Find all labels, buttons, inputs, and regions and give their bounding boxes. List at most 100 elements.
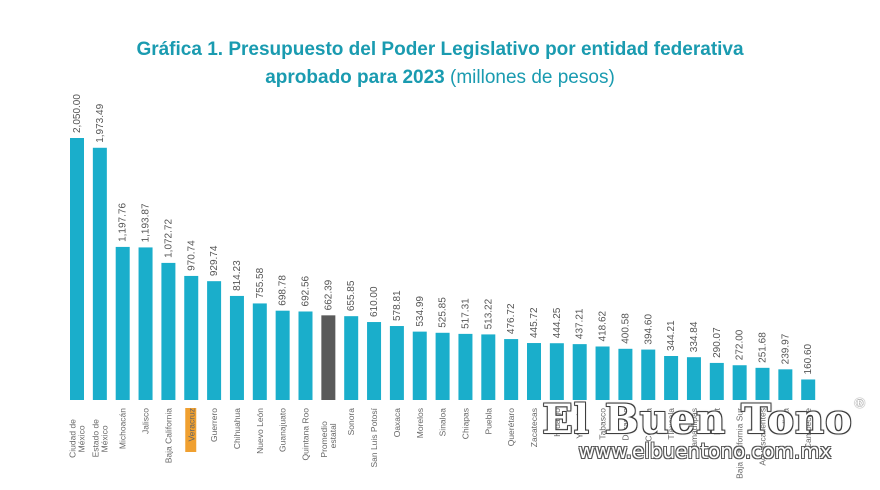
category-label-line: estatal [328,423,338,448]
value-label: 970.74 [186,240,197,271]
category-label-line: Yucatán [575,408,585,439]
category-label-line: Querétaro [506,408,516,447]
bar-durango [618,348,633,400]
category-label-line: México [77,425,87,452]
category-label: Tabasco [598,408,608,440]
value-label: 400.58 [620,313,631,344]
category-label: Baja California [163,408,173,464]
category-label: Coahuila [643,408,653,442]
bars-group [70,138,816,400]
category-label-line: Tamaulipas [689,408,699,451]
category-label-line: Guanajuato [278,408,288,452]
bar-tamaulipas [686,357,701,400]
category-label-line: Chihuahua [232,408,242,449]
category-label-line: Sonora [346,408,356,436]
category-label: Michoacán [118,408,128,449]
bar-aguascalientes [755,367,770,400]
value-label: 239.97 [780,333,791,364]
category-label: Colima [780,408,790,435]
category-label-line: Zacatecas [529,408,539,447]
category-label: Querétaro [506,408,516,447]
value-label: 1,072.72 [163,219,174,258]
category-label-line: Quintana Roo [301,408,311,461]
category-label-line: Baja California Sur [735,408,745,479]
category-label: Yucatán [575,408,585,439]
bar-michoac-n [115,246,130,400]
bar-colima [778,369,793,400]
value-label: 1,197.76 [118,203,129,242]
category-label: Guerrero [209,408,219,442]
category-labels-group: Ciudad de México Estado de México Michoacán J… [68,407,814,479]
category-label: Jalisco [141,408,151,434]
category-label: Guanajuato [278,408,288,452]
bar-zacatecas [527,343,541,400]
value-label: 525.85 [438,297,449,328]
category-label-line: Durango [620,408,630,441]
bar-chiapas [458,333,473,400]
category-label-line: Nuevo León [255,408,265,454]
category-label: Hidalgo [552,408,562,437]
bar-veracruz [184,275,199,400]
category-label: Oaxaca [392,408,402,438]
bar-hidalgo [549,343,564,400]
category-label: Tlaxcala [666,408,676,440]
bar-coahuila [641,349,656,400]
bar-nuevo-le-n [252,303,267,400]
bar-ciudad-de-m-xico [70,138,84,400]
value-label: 2,050.00 [72,94,83,133]
category-label: Campeche [803,408,813,449]
bar-san-luis-potos- [367,322,382,400]
category-label: Estado de México [90,419,109,458]
bar-guerrero [207,281,222,400]
value-label: 394.60 [643,314,654,345]
category-label-line: Tabasco [598,408,608,440]
title-line-1: Gráfica 1. Presupuesto del Poder Legisla… [136,39,744,60]
value-label: 418.62 [598,310,609,341]
category-label-line: Ciudad de [68,419,78,458]
category-label: Puebla [483,408,493,435]
category-label-line: Veracruz [186,408,196,442]
bar-tabasco [595,346,610,400]
value-label: 655.85 [346,280,357,311]
bar-quer-taro [504,339,519,400]
highlight-label-background [185,408,197,452]
category-label: San Luis Potosí [369,407,379,467]
value-label: 160.60 [803,343,814,374]
bar-quintana-roo [298,311,313,400]
category-label-line: Sinaloa [438,408,448,437]
category-label-line: Colima [780,408,790,435]
value-label: 662.39 [323,279,334,310]
category-label-line: Michoacán [118,408,128,449]
value-label: 444.25 [552,307,563,338]
title-line-2-bold: aprobado para 2023 [265,67,445,88]
category-label-line: Guerrero [209,408,219,442]
category-label-line: México [99,425,109,452]
bar-sonora [344,316,359,400]
category-label: Promedio estatal [319,421,338,458]
bar-chihuahua [229,295,244,400]
category-label: Aguascalientes [758,408,768,466]
value-label: 929.74 [209,245,220,276]
value-label: 534.99 [415,296,426,327]
value-label: 334.84 [689,321,700,352]
category-label: Tamaulipas [689,408,699,451]
bar-baja-california [161,262,176,400]
value-label: 578.81 [392,290,403,321]
category-label-line: Coahuila [643,408,653,442]
category-label-line: Promedio [319,421,329,458]
value-label: 445.72 [529,307,540,338]
category-label-line: Aguascalientes [758,408,768,466]
bar-oaxaca [389,326,404,400]
category-label-line: Chiapas [460,408,470,439]
category-label-line: Hidalgo [552,408,562,437]
category-label: Quintana Roo [301,408,311,461]
value-label: 437.21 [575,308,586,339]
bar-puebla [481,334,496,400]
value-label: 251.68 [758,332,769,363]
bar-sinaloa [435,332,450,400]
value-label: 1,973.49 [95,103,106,142]
category-label: Nayarit [712,407,722,435]
value-label: 610.00 [369,286,380,317]
category-label-line: Jalisco [141,408,151,434]
